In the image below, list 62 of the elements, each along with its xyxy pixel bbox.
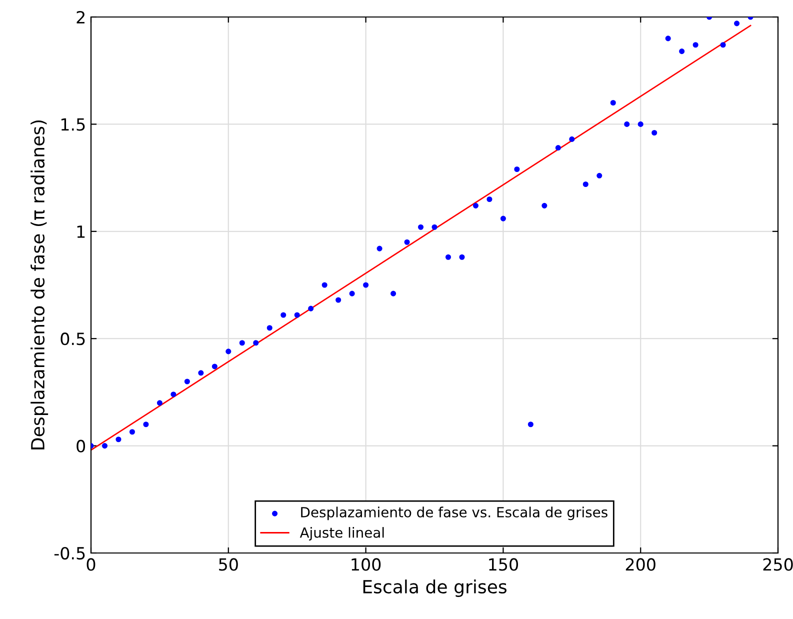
x-tick-label: 0 — [86, 558, 96, 571]
point — [226, 348, 232, 354]
point — [542, 202, 548, 208]
point — [156, 400, 162, 406]
point — [472, 202, 478, 208]
y-tick-label: 0 — [76, 440, 86, 452]
x-tick-label: 200 — [626, 558, 656, 571]
point — [596, 172, 602, 178]
x-tick-label: 250 — [763, 558, 793, 571]
point — [679, 48, 685, 54]
point — [665, 36, 671, 42]
point — [528, 422, 534, 428]
point — [459, 254, 465, 260]
point — [734, 20, 740, 26]
y-tick-label: 0.5 — [60, 332, 85, 346]
x-axis-title: Escala de grises — [363, 580, 506, 598]
legend-label: Desplazamiento de fase vs. Escala de grises — [301, 506, 608, 520]
point — [129, 429, 135, 435]
point — [432, 224, 438, 230]
point — [198, 370, 204, 376]
point — [390, 290, 396, 296]
legend-label: Ajuste lineal — [300, 527, 384, 540]
y-tick-label: 1.5 — [61, 118, 85, 131]
point — [500, 216, 506, 222]
y-axis-title: Desplazamiento de fase (π radianes) — [30, 120, 48, 450]
point — [170, 392, 176, 398]
point — [624, 121, 630, 127]
point — [294, 312, 300, 318]
point — [555, 145, 561, 151]
point — [239, 340, 245, 346]
x-tick-label: 100 — [352, 558, 381, 571]
point — [376, 246, 382, 252]
point — [652, 130, 658, 136]
point — [143, 422, 149, 428]
y-tick-label: -0.5 — [54, 546, 85, 560]
point — [363, 282, 369, 288]
point — [692, 42, 698, 48]
point — [322, 282, 328, 288]
point — [336, 297, 342, 303]
x-tick-label: 150 — [489, 558, 518, 571]
point — [610, 100, 616, 106]
point — [280, 312, 286, 318]
point — [102, 443, 108, 449]
point — [486, 196, 492, 202]
point — [445, 254, 452, 260]
point — [569, 136, 575, 142]
point — [404, 239, 410, 245]
point — [638, 121, 644, 127]
point — [418, 224, 424, 230]
point — [253, 340, 259, 346]
point — [184, 378, 190, 384]
point — [349, 290, 355, 296]
y-tick-label: 2 — [76, 10, 84, 24]
point — [514, 166, 520, 172]
point — [212, 364, 218, 370]
x-tick-label: 50 — [219, 558, 238, 571]
point — [116, 436, 122, 442]
point — [266, 325, 272, 331]
point — [720, 42, 726, 48]
point — [582, 181, 588, 188]
y-tick-label: 1 — [77, 226, 85, 238]
point — [308, 306, 314, 312]
